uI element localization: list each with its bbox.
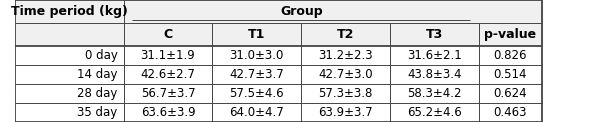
Text: 31.0±3.0: 31.0±3.0: [230, 49, 284, 62]
Text: 0.826: 0.826: [494, 49, 527, 62]
Bar: [212, 46, 301, 65]
Bar: [390, 23, 479, 46]
Bar: [301, 103, 390, 122]
Bar: [16, 84, 124, 103]
Text: 63.9±3.7: 63.9±3.7: [319, 106, 373, 119]
Bar: [479, 65, 542, 84]
Text: 31.6±2.1: 31.6±2.1: [407, 49, 462, 62]
Text: Group: Group: [280, 5, 323, 18]
Bar: [479, 23, 542, 46]
Bar: [16, 0, 124, 23]
Text: T2: T2: [337, 28, 355, 41]
Text: 0.463: 0.463: [494, 106, 527, 119]
Bar: [301, 0, 390, 23]
Text: T3: T3: [426, 28, 443, 41]
Text: 0.514: 0.514: [494, 68, 527, 81]
Bar: [16, 103, 124, 122]
Bar: [16, 65, 124, 84]
Text: 58.3±4.2: 58.3±4.2: [407, 87, 462, 100]
Bar: [390, 0, 479, 23]
Bar: [212, 103, 301, 122]
Bar: [479, 0, 542, 23]
Bar: [212, 65, 301, 84]
Text: 31.1±1.9: 31.1±1.9: [140, 49, 196, 62]
Bar: [124, 103, 212, 122]
Text: C: C: [163, 28, 173, 41]
Text: 31.2±2.3: 31.2±2.3: [319, 49, 373, 62]
Bar: [124, 0, 212, 23]
Text: 63.6±3.9: 63.6±3.9: [140, 106, 196, 119]
Bar: [390, 65, 479, 84]
Bar: [124, 84, 212, 103]
Text: 42.7±3.7: 42.7±3.7: [229, 68, 284, 81]
Bar: [124, 65, 212, 84]
Text: 42.7±3.0: 42.7±3.0: [319, 68, 373, 81]
Text: 42.6±2.7: 42.6±2.7: [140, 68, 196, 81]
Bar: [390, 46, 479, 65]
Bar: [479, 103, 542, 122]
Text: T1: T1: [248, 28, 266, 41]
Bar: [301, 23, 390, 46]
Text: 43.8±3.4: 43.8±3.4: [407, 68, 462, 81]
Text: 57.5±4.6: 57.5±4.6: [230, 87, 284, 100]
Text: p-value: p-value: [484, 28, 536, 41]
Text: 57.3±3.8: 57.3±3.8: [319, 87, 373, 100]
Bar: [301, 65, 390, 84]
Bar: [16, 46, 124, 65]
Bar: [212, 0, 301, 23]
Text: 14 day: 14 day: [77, 68, 118, 81]
Text: 0.624: 0.624: [493, 87, 527, 100]
Text: 28 day: 28 day: [77, 87, 118, 100]
Text: Time period (kg): Time period (kg): [11, 5, 128, 18]
Bar: [124, 46, 212, 65]
Bar: [479, 84, 542, 103]
Bar: [212, 23, 301, 46]
Text: 0 day: 0 day: [85, 49, 118, 62]
Text: 56.7±3.7: 56.7±3.7: [140, 87, 196, 100]
Bar: [124, 23, 212, 46]
Bar: [301, 46, 390, 65]
Text: 35 day: 35 day: [77, 106, 118, 119]
Bar: [16, 23, 124, 46]
Bar: [301, 84, 390, 103]
Text: 65.2±4.6: 65.2±4.6: [407, 106, 462, 119]
Bar: [390, 103, 479, 122]
Bar: [212, 84, 301, 103]
Bar: [479, 46, 542, 65]
Text: 64.0±4.7: 64.0±4.7: [229, 106, 284, 119]
Bar: [390, 84, 479, 103]
